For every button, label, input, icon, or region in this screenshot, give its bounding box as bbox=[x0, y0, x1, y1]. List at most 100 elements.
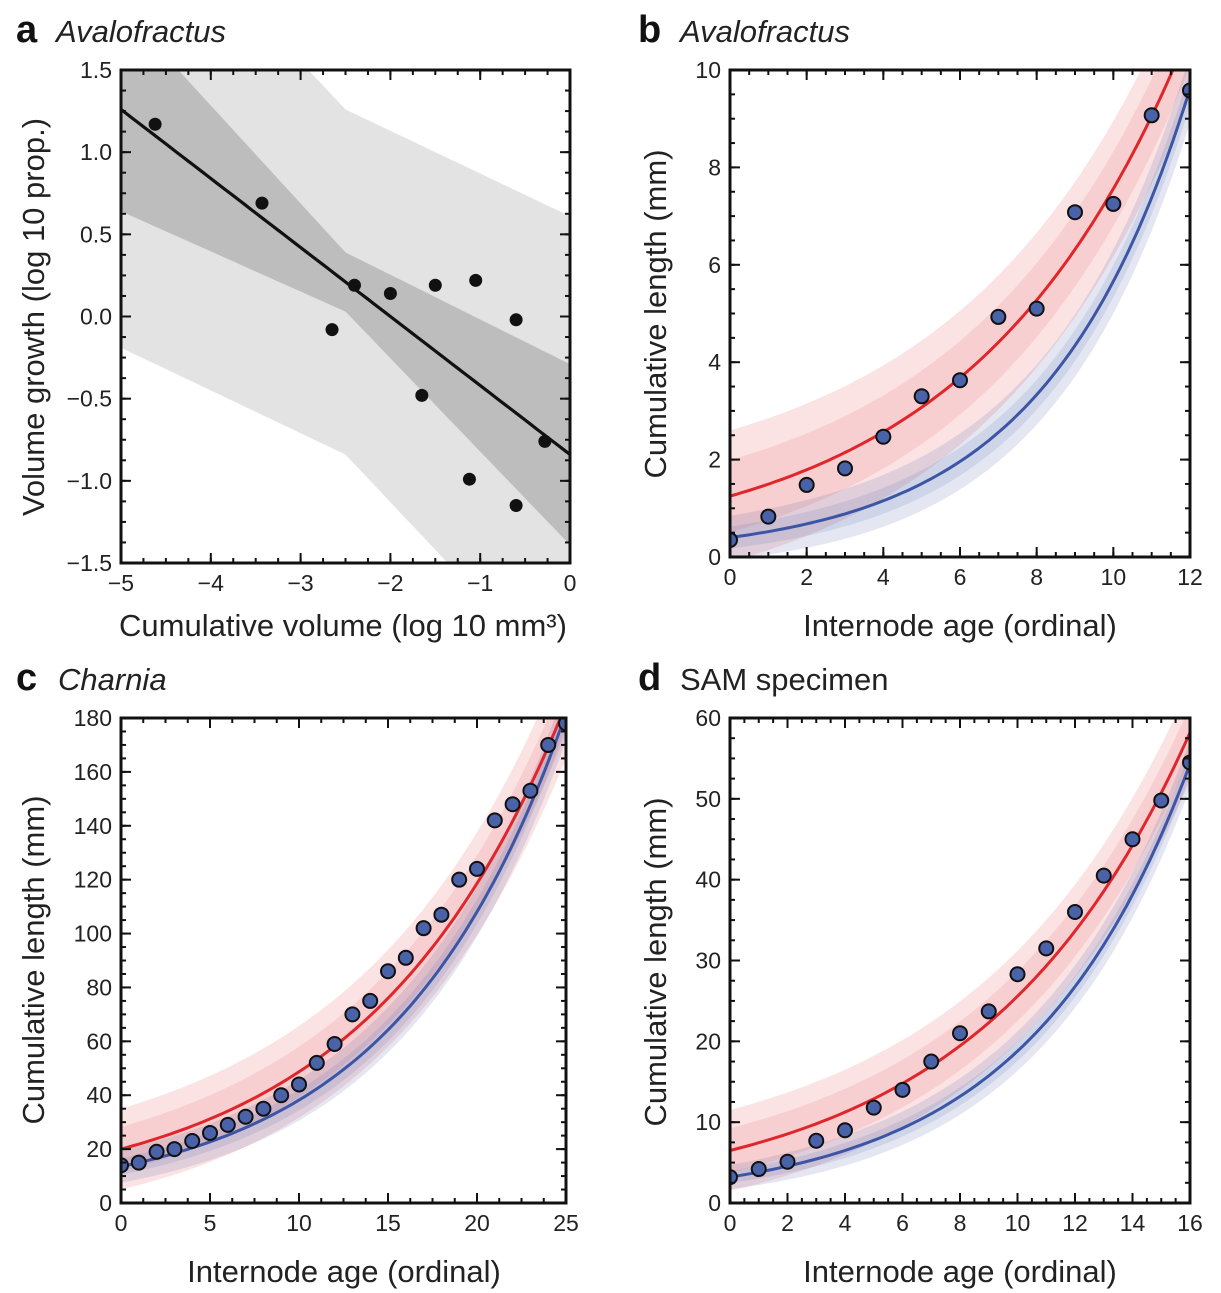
data-point bbox=[509, 498, 523, 512]
y-tick-label: 1.0 bbox=[80, 139, 112, 165]
y-tick-label: 8 bbox=[708, 154, 721, 180]
y-tick-label: −1.5 bbox=[67, 550, 112, 576]
data-point bbox=[1067, 204, 1083, 221]
y-tick-label: 10 bbox=[695, 1109, 721, 1135]
data-point bbox=[980, 1003, 997, 1020]
data-point bbox=[344, 1006, 361, 1023]
panel-c-title: Charnia bbox=[58, 662, 167, 697]
panel-c-ylabel: Cumulative length (mm) bbox=[16, 795, 51, 1124]
y-tick-label: 30 bbox=[695, 948, 721, 974]
data-point bbox=[1067, 904, 1083, 920]
y-tick-label: 140 bbox=[74, 813, 112, 839]
x-tick-label: 5 bbox=[204, 1210, 217, 1236]
red-band-inner bbox=[121, 718, 566, 1172]
blue-band-outer bbox=[121, 718, 566, 1183]
x-tick-label: 6 bbox=[954, 564, 967, 590]
data-point bbox=[522, 782, 539, 799]
data-point bbox=[837, 460, 853, 477]
y-tick-label: 160 bbox=[74, 759, 112, 785]
data-point bbox=[808, 1132, 825, 1149]
data-point bbox=[383, 286, 397, 300]
data-point bbox=[1095, 867, 1112, 884]
x-tick-label: −1 bbox=[467, 570, 493, 596]
x-tick-label: −5 bbox=[108, 570, 134, 596]
panel-a-plot: −5 −4 −3 −2 −1 0 −1.5 −1.0 −0.5 0.0 0.5 1.0 1.5 bbox=[67, 57, 577, 596]
blue-band-outer bbox=[730, 70, 1190, 557]
y-tick-label: 0 bbox=[99, 1190, 112, 1216]
panel-b: b Avalofractus 0 2 4 6 8 10 12 0 2 4 6 8 10 Internod… bbox=[638, 9, 1203, 643]
panel-a: a Avalofractus −5 −4 −3 −2 −1 0 −1.5 −1.0 −0.5 0.… bbox=[16, 9, 577, 643]
data-point bbox=[913, 388, 930, 405]
y-tick-label: 20 bbox=[695, 1028, 721, 1054]
data-point bbox=[362, 992, 379, 1009]
data-point bbox=[255, 196, 269, 210]
blue-fit-line bbox=[730, 88, 1190, 539]
panel-d-letter: d bbox=[638, 657, 661, 699]
panel-a-data bbox=[121, 70, 570, 563]
panel-d-plot: 0 2 4 6 8 10 12 14 16 0 10 20 30 40 50 60 bbox=[695, 705, 1202, 1236]
data-point bbox=[952, 372, 968, 389]
data-point bbox=[486, 812, 503, 829]
y-tick-label: 0.5 bbox=[80, 221, 112, 247]
panel-d-xlabel: Internode age (ordinal) bbox=[803, 1254, 1117, 1289]
x-tick-label: 0 bbox=[724, 1210, 737, 1236]
data-point bbox=[326, 1036, 343, 1053]
panel-d-data bbox=[730, 718, 1190, 1191]
data-point bbox=[538, 434, 552, 448]
red-fit-line bbox=[730, 731, 1190, 1152]
data-point bbox=[504, 796, 521, 813]
y-tick-label: −0.5 bbox=[67, 386, 112, 412]
data-point bbox=[237, 1108, 254, 1125]
y-tick-label: 0 bbox=[708, 1190, 721, 1216]
data-point bbox=[540, 736, 557, 753]
data-point bbox=[1105, 195, 1122, 212]
data-point bbox=[779, 1153, 796, 1170]
panel-c-plot: 0 5 10 15 20 25 0 20 40 60 80 100 120 140 160 180 bbox=[74, 705, 579, 1236]
data-point bbox=[255, 1100, 272, 1117]
y-tick-label: 6 bbox=[708, 252, 721, 278]
red-fit-line bbox=[121, 718, 563, 1151]
panel-c: c Charnia 0 5 10 15 20 25 0 20 40 60 80 100 120 140 16… bbox=[16, 657, 579, 1289]
x-tick-label: 10 bbox=[1005, 1210, 1031, 1236]
data-point bbox=[952, 1025, 968, 1042]
data-point bbox=[415, 920, 432, 937]
data-point bbox=[347, 278, 361, 292]
data-point bbox=[558, 718, 566, 732]
data-point bbox=[219, 1116, 236, 1133]
data-point bbox=[380, 963, 396, 980]
data-point bbox=[148, 1143, 165, 1160]
data-point bbox=[415, 388, 429, 402]
x-tick-label: 10 bbox=[286, 1210, 312, 1236]
data-point bbox=[308, 1054, 325, 1071]
y-tick-label: 50 bbox=[695, 786, 721, 812]
panel-d-title: SAM specimen bbox=[680, 662, 888, 697]
x-tick-label: 2 bbox=[781, 1210, 794, 1236]
red-band-inner bbox=[730, 70, 1189, 533]
panel-c-xlabel: Internode age (ordinal) bbox=[187, 1254, 501, 1289]
y-tick-label: 0 bbox=[708, 544, 721, 570]
y-tick-label: 100 bbox=[74, 921, 112, 947]
x-tick-label: 14 bbox=[1120, 1210, 1146, 1236]
panel-d: d SAM specimen 0 2 4 6 8 10 12 14 16 0 10 20 30 40 50 6… bbox=[638, 657, 1203, 1289]
x-tick-label: 8 bbox=[954, 1210, 967, 1236]
x-tick-label: 4 bbox=[839, 1210, 852, 1236]
x-tick-label: −4 bbox=[198, 570, 224, 596]
panel-b-letter: b bbox=[638, 9, 661, 51]
y-tick-label: 80 bbox=[86, 974, 112, 1000]
red-band-outer bbox=[730, 718, 1190, 1191]
data-point bbox=[428, 278, 442, 292]
panel-b-data bbox=[730, 70, 1190, 557]
data-point bbox=[837, 1122, 853, 1139]
data-point bbox=[760, 508, 777, 525]
x-tick-label: 0 bbox=[564, 570, 577, 596]
data-point bbox=[1038, 940, 1055, 957]
data-point bbox=[750, 1161, 767, 1178]
panel-a-xlabel: Cumulative volume (log 10 mm³) bbox=[119, 608, 567, 643]
data-point bbox=[148, 117, 162, 131]
x-tick-label: 4 bbox=[877, 564, 890, 590]
data-point bbox=[1009, 966, 1026, 983]
data-point bbox=[469, 860, 485, 877]
data-point bbox=[1143, 107, 1160, 124]
y-tick-label: 1.5 bbox=[80, 57, 112, 83]
